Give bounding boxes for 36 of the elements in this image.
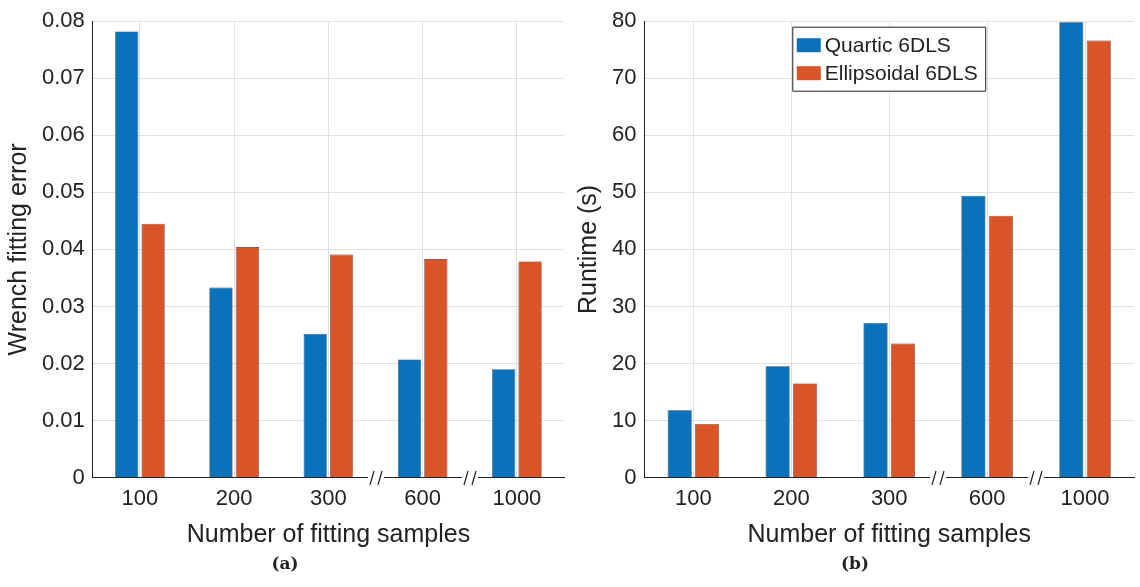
y-tick-label: 0.05: [41, 178, 85, 204]
x-axis-title: Number of fitting samples: [186, 518, 471, 547]
y-tick-label: 70: [611, 64, 637, 90]
y-tick-label: 0.08: [41, 7, 85, 33]
x-tick-label: 600: [404, 484, 441, 510]
y-axis-title: Runtime (s): [572, 184, 601, 314]
legend-label: Ellipsoidal 6DLS: [824, 61, 978, 84]
y-tick-label: 0.07: [41, 64, 85, 90]
x-axis-title: Number of fitting samples: [747, 518, 1031, 547]
text: (a): [270, 553, 300, 573]
y-tick-label: 0.02: [41, 349, 85, 375]
x-tick-label: 1000: [1060, 484, 1110, 510]
x-tick-label: 100: [675, 484, 712, 510]
x-tick-label: 200: [772, 484, 810, 510]
y-tick-label: 60: [611, 121, 637, 147]
y-tick-label: 0.06: [41, 121, 85, 147]
x-tick-label: 300: [870, 484, 908, 510]
x-tick-label: 1000: [492, 484, 542, 510]
y-tick-label: 0: [624, 463, 637, 489]
y-tick-label: 50: [611, 178, 637, 204]
x-tick-label: 300: [310, 484, 347, 510]
y-tick-label: 30: [611, 292, 637, 318]
y-tick-label: 0.04: [41, 235, 85, 261]
y-tick-label: 40: [611, 235, 637, 261]
x-tick-label: 600: [968, 484, 1006, 510]
y-axis-title: Wrench fitting error: [2, 143, 31, 356]
legend-label: Quartic 6DLS: [824, 33, 951, 56]
y-tick-label: 0.03: [41, 292, 85, 318]
y-tick-label: 80: [611, 7, 637, 33]
y-tick-label: 20: [611, 349, 637, 375]
x-tick-label: 100: [121, 484, 159, 510]
x-tick-label: 200: [215, 484, 253, 510]
y-tick-label: 0.01: [41, 406, 85, 432]
y-tick-label: 10: [611, 406, 637, 432]
text: (b): [840, 553, 870, 573]
y-tick-label: 0: [72, 463, 85, 489]
